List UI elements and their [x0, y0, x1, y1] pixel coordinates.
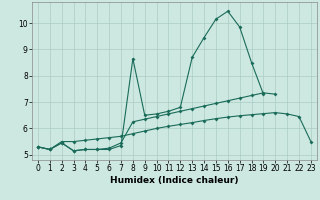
X-axis label: Humidex (Indice chaleur): Humidex (Indice chaleur) [110, 176, 239, 185]
